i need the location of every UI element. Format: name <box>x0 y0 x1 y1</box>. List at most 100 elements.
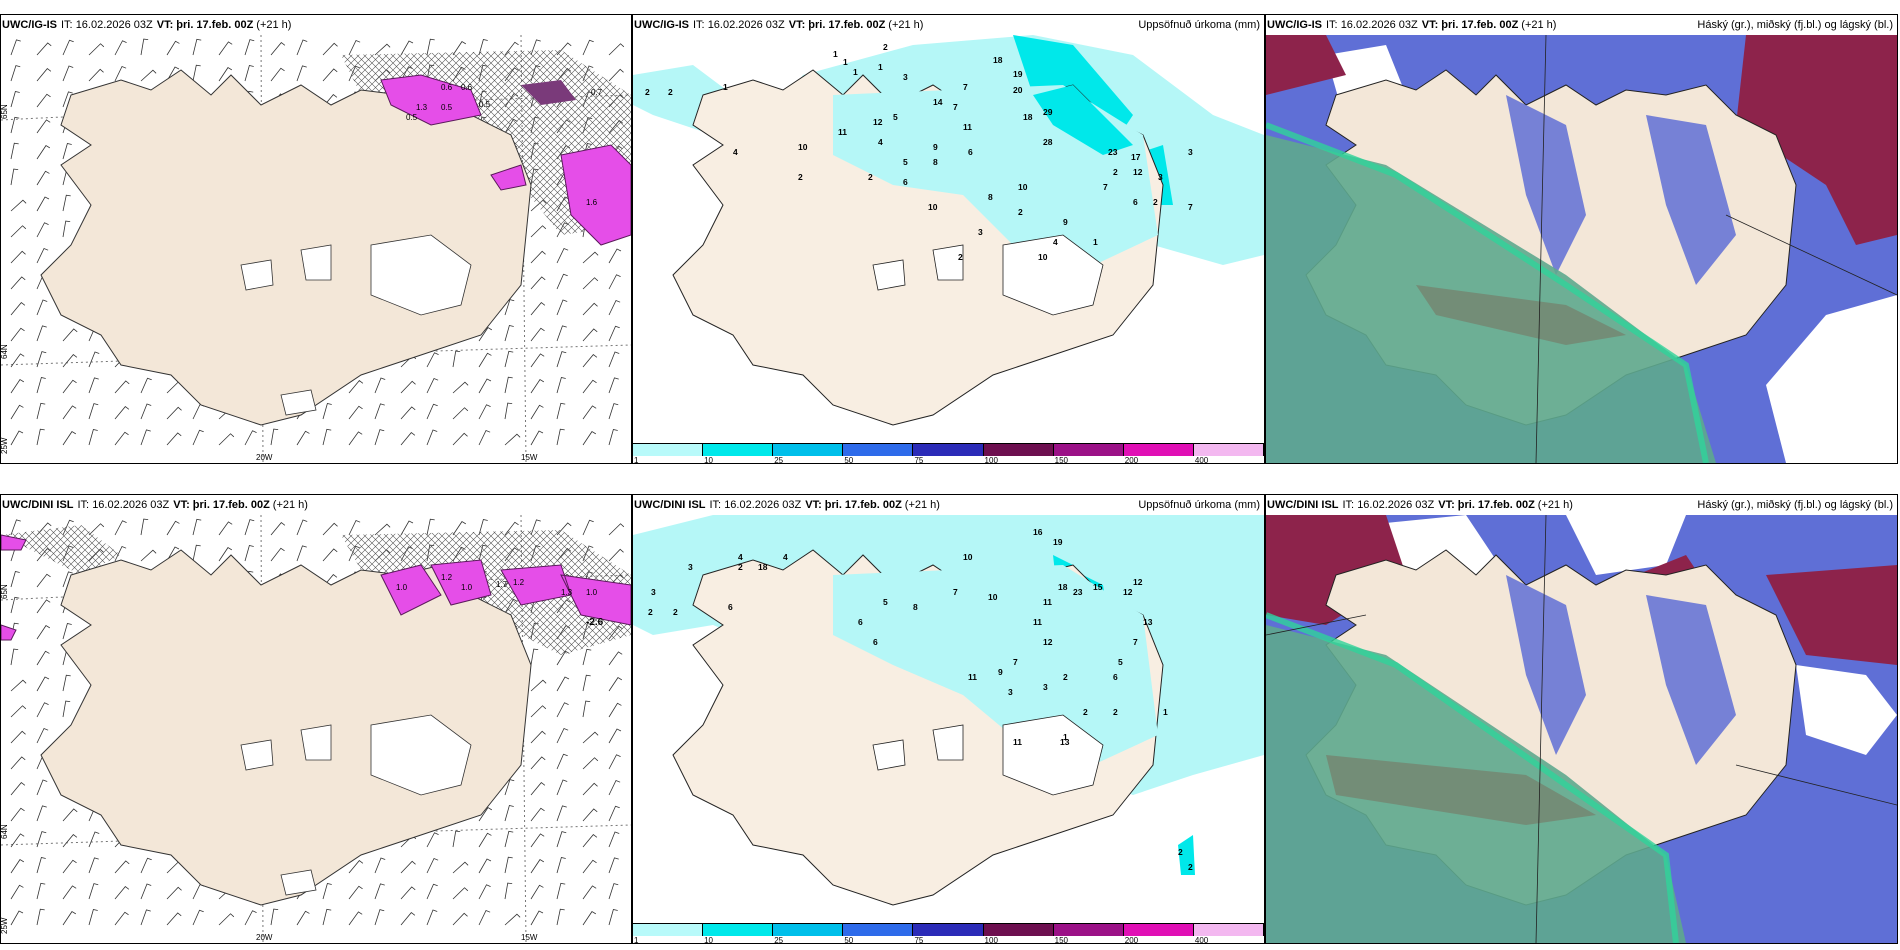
precip-value-label: 2 <box>1063 672 1068 682</box>
precip-value-label: 28 <box>1043 137 1053 147</box>
contour-label: 1.2 <box>441 573 453 582</box>
lat-label-65n: 65N <box>1 104 9 119</box>
precip-value-label: 10 <box>1038 252 1048 262</box>
wind-barb <box>10 250 26 264</box>
wind-barb <box>36 882 46 900</box>
precip-value-label: 11 <box>968 672 977 682</box>
precip-value-label: 10 <box>798 142 808 152</box>
wind-barb <box>582 519 594 536</box>
precip-value-label: 8 <box>933 157 938 167</box>
wind-barb <box>36 402 46 420</box>
wind-barb <box>608 702 622 718</box>
precip-value-label: 3 <box>978 227 983 237</box>
wind-barb <box>270 42 286 56</box>
precip-value-label: 2 <box>868 172 873 182</box>
contour-label: 0.5 <box>441 103 453 112</box>
wind-barb <box>452 830 461 848</box>
wind-barb <box>478 858 492 874</box>
panel-header: UWC/IG-IS IT: 16.02.2026 03Z VT: þri. 17… <box>634 17 1260 35</box>
colorbar-cell: 25 <box>773 923 844 943</box>
wind-barb <box>504 325 514 342</box>
wind-barb <box>10 225 27 238</box>
wind-barb <box>192 429 204 446</box>
wind-barb <box>426 832 439 848</box>
wind-barb <box>88 377 99 394</box>
colorbar-tick: 200 <box>1124 936 1139 944</box>
precip-value-label: 2 <box>798 172 803 182</box>
wind-barb <box>582 405 597 420</box>
wind-barb <box>10 859 25 874</box>
lon-label-20w: 20W <box>256 453 273 462</box>
wind-barb <box>608 857 619 874</box>
wind-barb <box>36 573 51 588</box>
lead-time: (+21 h) <box>1537 499 1573 511</box>
wind-barb <box>478 909 491 926</box>
vt-label: VT: <box>1421 19 1439 31</box>
colorbar-cell: 50 <box>843 923 914 943</box>
wind-barb <box>218 41 233 56</box>
colorbar-cell: 100 <box>983 923 1054 943</box>
precip-value-label: 2 <box>645 87 650 97</box>
wind-barb <box>348 380 364 394</box>
wind-barb <box>296 545 307 562</box>
wind-barb <box>582 302 598 316</box>
wind-barb <box>166 406 182 420</box>
wind-barb <box>530 250 546 264</box>
wind-barb <box>608 651 623 666</box>
panel-title: Uppsöfnuð úrkoma (mm) <box>1138 499 1260 511</box>
wind-barb <box>10 39 21 56</box>
wind-barb <box>426 857 439 874</box>
wind-snow-map-igis: UWC/IG-IS IT: 16.02.2026 03Z VT: þri. 17… <box>0 14 632 464</box>
wind-barb <box>10 142 19 160</box>
colorbar-tick: 25 <box>774 456 784 464</box>
valid-time: þri. 17.feb. 00Z <box>192 499 270 511</box>
wind-barb <box>452 887 469 900</box>
wind-barb <box>582 808 598 822</box>
wind-barb <box>114 380 130 394</box>
lead-time: (+21 h) <box>888 19 924 31</box>
contour-label: 1.0 <box>396 583 408 592</box>
wind-barb <box>478 807 493 822</box>
init-time: 16.02.2026 03Z <box>707 19 785 31</box>
precip-value-label: 18 <box>993 55 1003 65</box>
wind-barb <box>322 403 332 420</box>
wind-barb <box>36 377 46 394</box>
precip-value-label: 2 <box>648 607 653 617</box>
wind-barb <box>608 43 625 56</box>
cloud-map-dini: UWC/DINI ISL IT: 16.02.2026 03Z VT: þri.… <box>1265 494 1898 944</box>
panel-title: Uppsöfnuð úrkoma (mm) <box>1138 19 1260 31</box>
wind-barb <box>608 274 621 290</box>
wind-barb <box>10 884 24 900</box>
wind-barb <box>426 909 438 926</box>
wind-barb <box>114 520 127 536</box>
wind-barb <box>114 911 129 926</box>
wind-barb <box>478 39 488 56</box>
valid-time: þri. 17.feb. 00Z <box>176 19 254 31</box>
wind-barb <box>348 860 364 874</box>
precip-value-label: 17 <box>1131 152 1141 162</box>
precip-value-label: 3 <box>1008 687 1013 697</box>
wind-barb <box>192 518 202 536</box>
colorbar-tick: 75 <box>914 456 924 464</box>
precip-value-label: 2 <box>1188 862 1193 872</box>
precip-value-label: 12 <box>1133 167 1143 177</box>
snow-contours <box>1 534 631 641</box>
precip-value-label: 7 <box>1103 182 1108 192</box>
wind-barb <box>504 805 514 822</box>
wind-barb <box>140 857 152 874</box>
wind-barb <box>478 404 491 420</box>
panel-header: UWC/DINI ISL IT: 16.02.2026 03Z VT: þri.… <box>1267 497 1893 515</box>
contour-label: 1.2 <box>513 578 525 587</box>
wind-barb <box>426 377 439 394</box>
lead-time: (+21 h) <box>1521 19 1557 31</box>
wind-barb <box>114 860 130 874</box>
wind-barb <box>140 38 149 56</box>
wind-barb <box>36 908 45 926</box>
wind-barb <box>582 328 598 342</box>
wind-barb <box>270 547 285 562</box>
colorbar-cell: 200 <box>1123 443 1194 463</box>
wind-barb <box>296 65 307 82</box>
colorbar-tick: 50 <box>844 936 854 944</box>
wind-barb <box>140 69 157 82</box>
snow-contours <box>380 74 631 246</box>
